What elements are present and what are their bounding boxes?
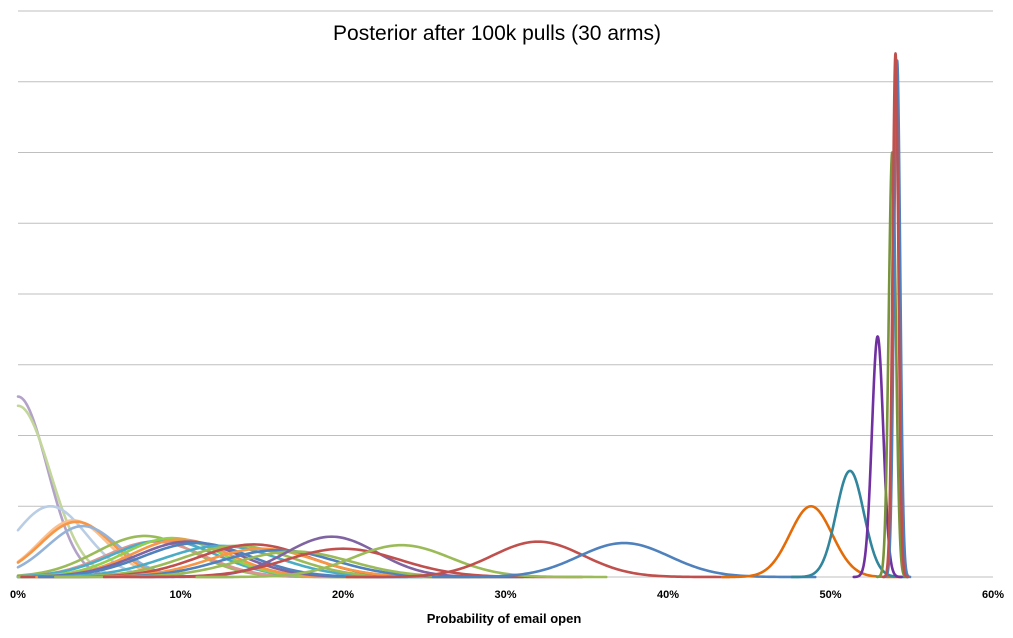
x-tick-label: 20% — [332, 589, 354, 601]
x-tick-label: 30% — [494, 589, 516, 601]
series-curves — [16, 52, 912, 579]
x-tick-label: 40% — [657, 589, 679, 601]
series-curve-26 — [790, 469, 910, 579]
series-curve-23 — [345, 540, 731, 579]
series-curve-25 — [720, 504, 902, 579]
y-gridlines — [18, 10, 993, 507]
x-tick-label: 60% — [982, 589, 1004, 601]
x-tick-label: 50% — [819, 589, 841, 601]
x-tick-label: 0% — [10, 589, 26, 601]
series-curve-27 — [852, 335, 903, 579]
x-tick-label: 10% — [169, 589, 191, 601]
chart-title: Posterior after 100k pulls (30 arms) — [333, 22, 661, 45]
series-curve-30 — [881, 52, 910, 579]
x-tick-labels: 0% 10% 20% 30% 40% 50% 60% — [10, 589, 1004, 601]
series-curve-28 — [875, 151, 909, 579]
x-axis-title: Probability of email open — [427, 611, 582, 626]
series-curve-22 — [195, 543, 608, 579]
